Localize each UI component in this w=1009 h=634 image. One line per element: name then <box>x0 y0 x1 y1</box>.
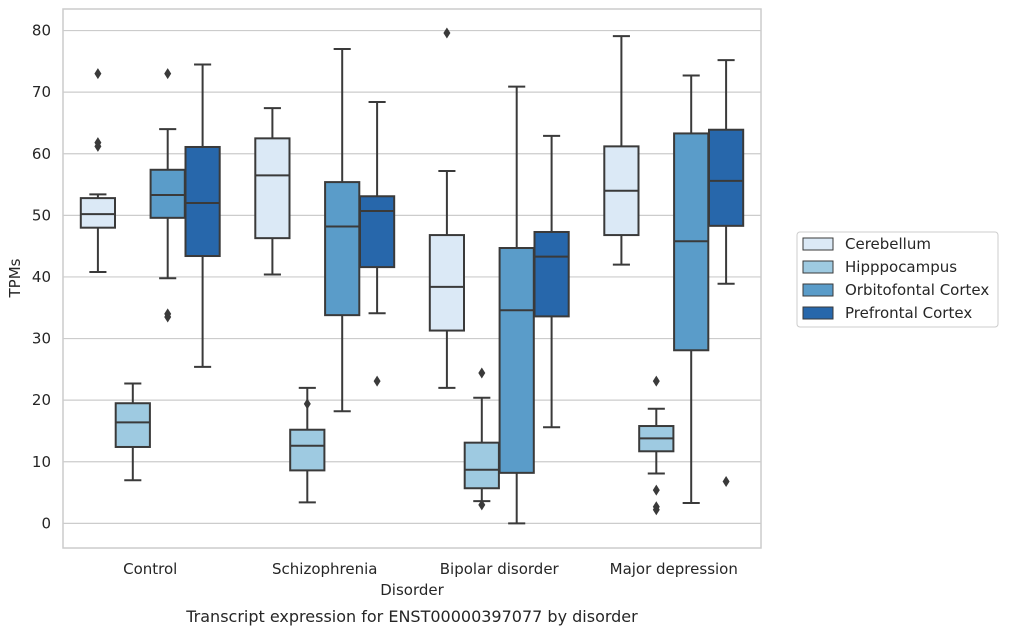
x-axis-label: Disorder <box>380 581 444 599</box>
x-tick-label: Bipolar disorder <box>440 560 560 578</box>
outlier-point <box>722 475 730 487</box>
box-series-group <box>79 27 745 525</box>
outlier-point <box>652 484 660 496</box>
outlier-point <box>443 27 451 39</box>
box-cerebellum-0 <box>79 68 117 274</box>
box-orbitofontal-cortex-0 <box>149 68 186 323</box>
x-axis-ticks: Control Schizophrenia Bipolar disorder Majo… <box>123 560 738 578</box>
y-tick-label: 0 <box>41 514 51 532</box>
x-tick-label: Schizophrenia <box>272 560 377 578</box>
box-iqr <box>79 197 117 229</box>
y-tick-label: 30 <box>32 330 51 348</box>
box-prefrontal-cortex-3 <box>707 59 745 487</box>
box-orbitofontal-cortex-1 <box>324 48 361 413</box>
y-axis-label: TPMs <box>6 258 24 298</box>
y-tick-label: 60 <box>32 145 51 163</box>
y-tick-label: 70 <box>32 83 51 101</box>
outlier-point <box>478 367 486 379</box>
y-tick-label: 50 <box>32 206 51 224</box>
box-cerebellum-2 <box>428 27 466 389</box>
box-cerebellum-3 <box>603 35 640 266</box>
outlier-point <box>652 501 660 513</box>
box-iqr <box>254 137 291 240</box>
box-iqr <box>428 234 466 332</box>
y-tick-label: 20 <box>32 391 51 409</box>
outlier-point <box>478 499 486 511</box>
box-hipppocampus-0 <box>114 382 151 482</box>
box-orbitofontal-cortex-3 <box>673 74 710 505</box>
box-iqr <box>707 128 745 227</box>
y-tick-label: 80 <box>32 22 51 40</box>
box-iqr <box>324 181 361 317</box>
box-cerebellum-1 <box>254 107 291 276</box>
legend-frame <box>796 231 999 328</box>
outlier-point <box>94 68 102 80</box>
legend-label: Cerebellum <box>845 235 931 253</box>
outlier-point <box>94 137 102 149</box>
box-orbitofontal-cortex-2 <box>498 85 535 525</box>
legend-label: Hipppocampus <box>845 258 957 276</box>
outlier-point <box>652 375 660 387</box>
box-iqr <box>533 230 570 318</box>
outlier-point <box>303 398 311 410</box>
box-prefrontal-cortex-0 <box>184 63 221 368</box>
plot-frame <box>62 8 762 549</box>
chart-caption: Transcript expression for ENST0000039707… <box>185 607 638 626</box>
outlier-point <box>373 375 381 387</box>
legend-label: Prefrontal Cortex <box>845 304 972 322</box>
box-hipppocampus-2 <box>463 367 500 511</box>
legend-label: Orbitofontal Cortex <box>845 281 989 299</box>
box-iqr <box>358 195 396 269</box>
box-iqr <box>289 428 326 472</box>
outlier-point <box>164 308 172 320</box>
box-prefrontal-cortex-2 <box>533 134 570 429</box>
box-hipppocampus-3 <box>638 375 675 516</box>
y-tick-label: 10 <box>32 453 51 471</box>
box-prefrontal-cortex-1 <box>358 101 396 387</box>
legend: Cerebellum Hipppocampus Orbitofontal Corte… <box>796 231 999 328</box>
outlier-point <box>164 68 172 80</box>
box-iqr <box>498 247 535 474</box>
box-iqr <box>463 441 500 490</box>
box-iqr <box>149 168 186 219</box>
legend-swatch <box>802 283 834 297</box>
x-tick-label: Major depression <box>610 560 738 578</box>
box-iqr <box>184 145 221 258</box>
legend-swatch <box>802 237 834 251</box>
y-tick-label: 40 <box>32 268 51 286</box>
y-axis-ticks: 0 10 20 30 40 50 60 70 80 <box>32 22 51 533</box>
legend-swatch <box>802 306 834 320</box>
x-tick-label: Control <box>123 560 177 578</box>
box-hipppocampus-1 <box>289 386 326 504</box>
legend-swatch <box>802 260 834 274</box>
box-iqr <box>114 402 151 448</box>
